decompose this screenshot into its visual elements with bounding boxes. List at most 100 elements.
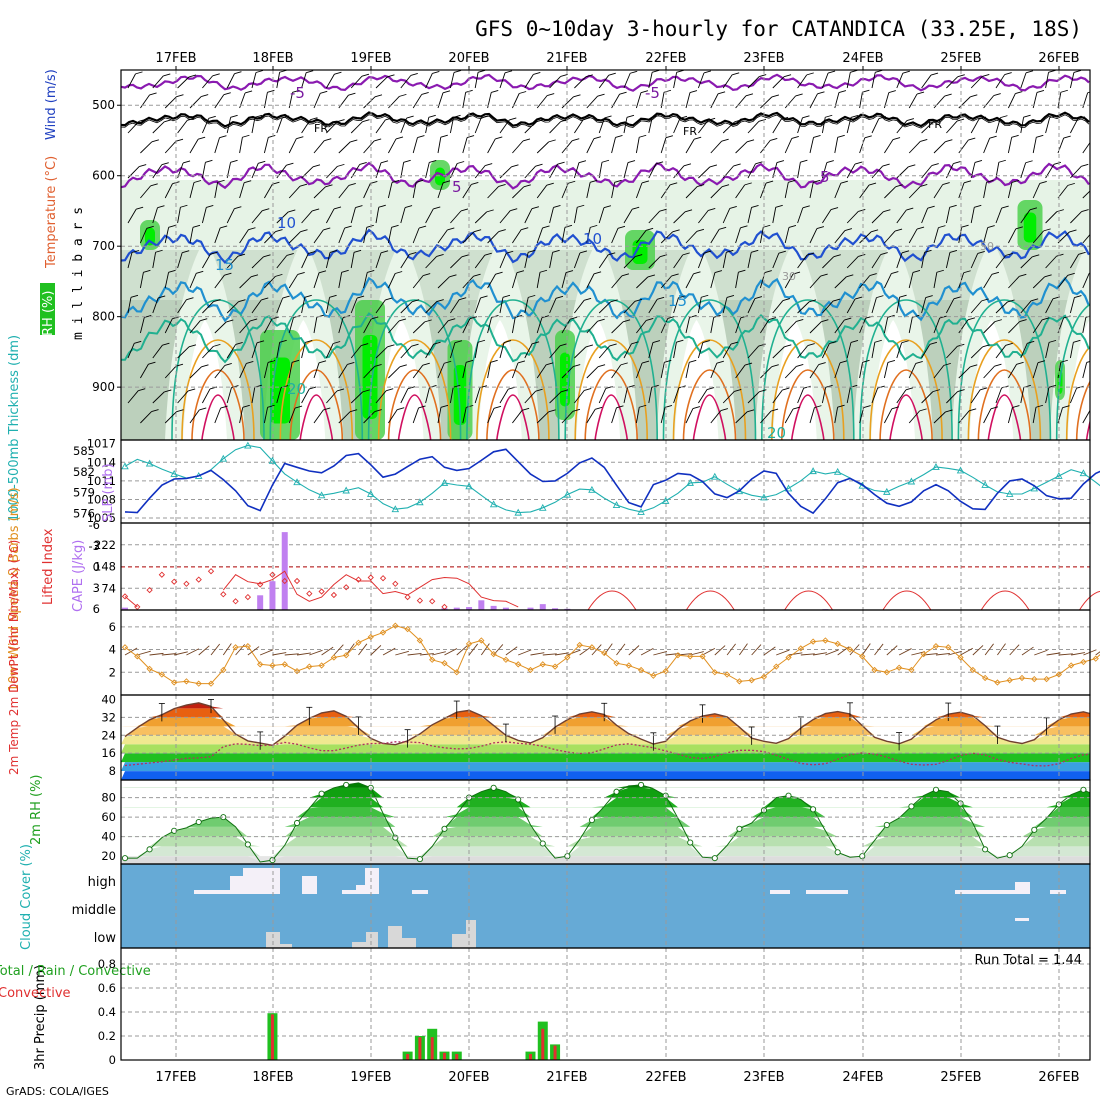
wind-barb [846, 387, 851, 404]
wind-barb-flag [403, 159, 411, 163]
wind-barb [586, 95, 598, 109]
wind-barb-flag [671, 273, 679, 277]
contour-label-5: 5 [452, 178, 462, 196]
wind-barb-10m [198, 645, 210, 656]
wind-barb-flag [1049, 115, 1057, 118]
wind-barb-flag [230, 159, 238, 163]
wind-barb [908, 363, 917, 379]
wind-barb-flag [531, 341, 540, 345]
wind-barb-flag [224, 363, 232, 366]
wind-barb-flag [619, 91, 627, 95]
wind-barb [412, 227, 420, 244]
wind-barb-flag [570, 316, 578, 320]
wind-barb-flag [385, 297, 393, 301]
isotherm-arch [692, 394, 727, 440]
wind-barb [859, 137, 866, 154]
wind-barb-flag [1000, 115, 1008, 119]
rh-label-50: 50 [980, 240, 994, 253]
date-label-bottom: 22FEB [645, 1070, 686, 1085]
temp2m-label: 2m Temp 2m DewPt (6hr Min/Max) (°C) [7, 540, 21, 775]
rh-band [121, 826, 1090, 837]
wind-barb [152, 164, 163, 179]
wind-barb-flag [1015, 226, 1023, 230]
wind-barb [313, 272, 320, 289]
wind-barb [933, 365, 945, 379]
wind-speed-marker [981, 674, 989, 682]
wind-barb-flag [802, 115, 810, 119]
lifted-index-marker [232, 598, 239, 605]
wind-barb-flag [559, 343, 568, 347]
lifted-index-marker [171, 578, 178, 585]
wind-barb-flag [734, 389, 742, 392]
wind-barb [449, 117, 455, 134]
wind-barb [735, 227, 741, 244]
wind-barb-flag [374, 94, 383, 98]
wind-barb [214, 137, 220, 154]
wind-barb-flag [692, 406, 701, 410]
wind-barb-flag [509, 117, 517, 121]
wind-barb-flag [969, 408, 977, 412]
wind-barb [722, 252, 727, 269]
thickness-marker [907, 477, 916, 485]
wind-barb [549, 391, 562, 404]
pressure-tick-label: 500 [92, 98, 115, 112]
wind-barb [784, 273, 794, 289]
wind-barb-flag [305, 339, 313, 343]
wind-barb-flag [782, 298, 791, 302]
footer-credit: GrADS: COLA/IGES [6, 1085, 109, 1098]
wind-barb-flag [877, 385, 885, 389]
wind-barb-flag [324, 138, 332, 142]
wind-barb-10m [247, 646, 260, 656]
wind-barb-flag [428, 114, 436, 118]
wind-barb [735, 272, 739, 289]
wind-barb [648, 256, 661, 269]
wind-barb-flag [974, 160, 983, 163]
wind-barb [772, 253, 780, 269]
wind-barb-flag [404, 205, 413, 209]
thickness-marker [539, 503, 547, 511]
wind-barb-flag [953, 161, 961, 165]
wind-barb [784, 138, 793, 154]
wind-speed-marker [134, 653, 141, 660]
wind-barb [375, 299, 386, 314]
wind-barb [202, 346, 214, 359]
wind-barb [350, 121, 363, 134]
wind-barb-flag [453, 384, 461, 388]
wind-barb [1032, 276, 1045, 289]
wind-barb-flag [949, 204, 957, 208]
lifted-index-marker [404, 593, 411, 601]
wind-barb [524, 252, 529, 269]
thickness-marker [637, 507, 645, 515]
wind-barb [884, 139, 894, 154]
wind-barb [697, 342, 704, 359]
lifted-index-line [222, 570, 519, 608]
cloud-level-label: high [88, 875, 116, 890]
wind-barb-flag [771, 364, 779, 368]
wind-barb [660, 318, 669, 334]
wind-barb-flag [432, 71, 440, 74]
wind-barb [648, 210, 660, 224]
wind-barb [1020, 117, 1025, 134]
wind-barb [871, 297, 877, 314]
precip-convective-bar [553, 1045, 557, 1060]
wind-barb [611, 321, 624, 334]
wind-barb [598, 345, 610, 359]
wind-barb [722, 343, 732, 359]
wind-barb-flag [703, 250, 712, 254]
wind-barb [1069, 342, 1074, 359]
rh-plume-core [871, 320, 916, 440]
wind-barb-flag [1093, 229, 1100, 231]
wind-barb-flag [234, 71, 242, 75]
rh-marker [318, 790, 325, 797]
wind-speed-marker [453, 669, 460, 676]
lifted-index-marker [220, 591, 227, 598]
cloud-low-block [452, 934, 466, 948]
wind-barb-flag [932, 389, 940, 393]
cloud-low-block [402, 938, 416, 948]
wind-barb-flag [374, 138, 382, 142]
rh-marker [171, 827, 178, 834]
wind-barb-flag [795, 93, 803, 97]
wind-barb [487, 186, 499, 199]
wind-barb [350, 207, 356, 224]
